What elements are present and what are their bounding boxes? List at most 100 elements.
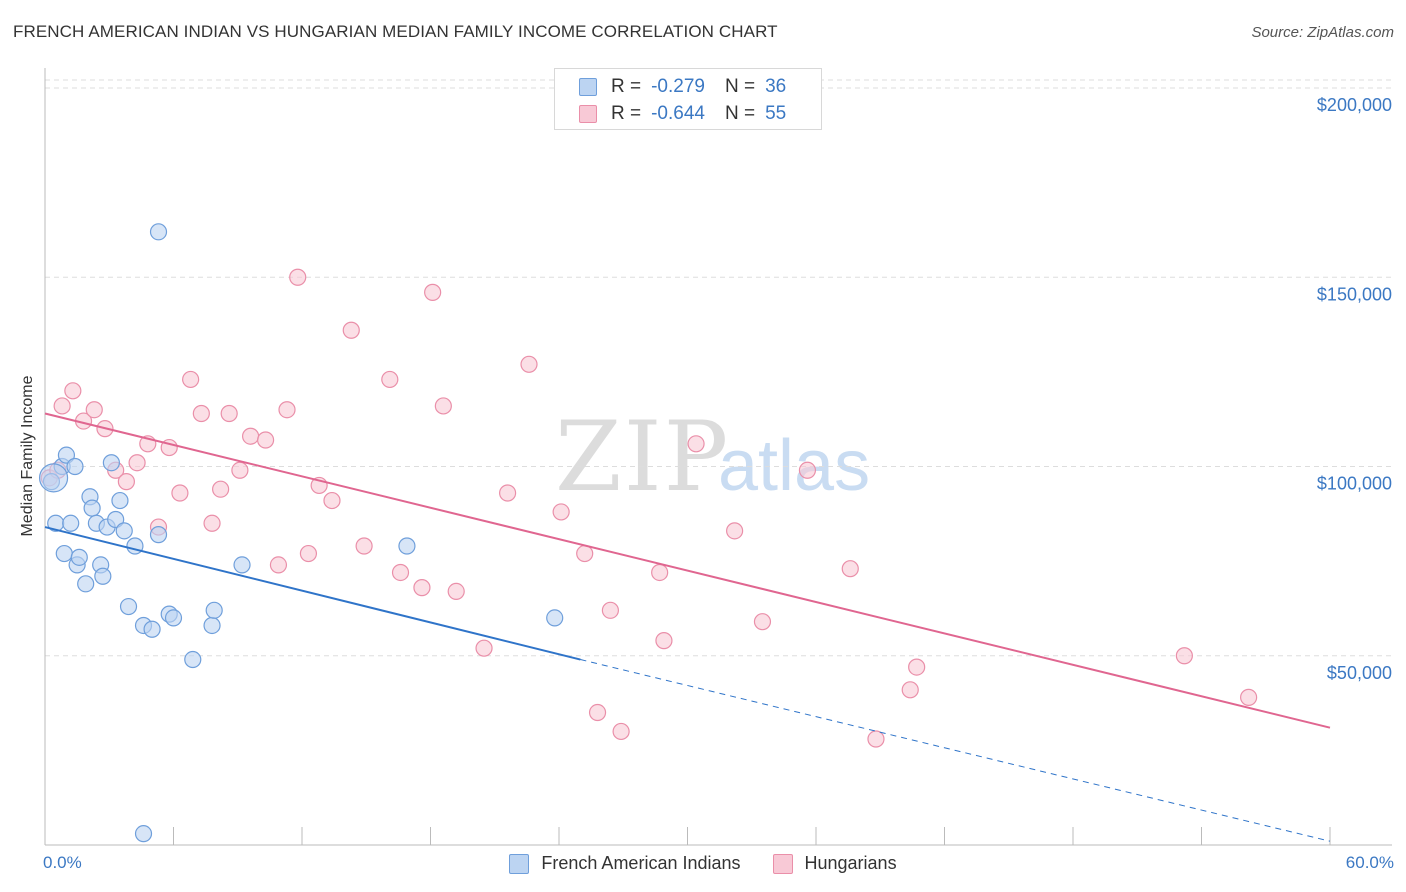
pink-point (289, 268, 307, 286)
blue-point (233, 556, 251, 574)
legend: French American Indians Hungarians (0, 853, 1406, 874)
blue-point (62, 514, 80, 532)
n-label: N = (724, 103, 756, 124)
blue-point (164, 609, 183, 627)
pink-point (753, 613, 772, 631)
y-tick-label: $200,000 (1317, 95, 1392, 115)
pink-point (323, 491, 341, 510)
pink-point (901, 681, 919, 699)
pink-point (355, 537, 373, 555)
r-label: R = (611, 103, 642, 124)
y-tick-label: $150,000 (1317, 284, 1392, 304)
pink-point (434, 397, 452, 415)
blue-swatch-icon (579, 78, 597, 96)
pink-point (576, 544, 594, 563)
pink-point (299, 544, 318, 563)
x-tick-max: 60.0% (1345, 853, 1394, 872)
stats-box: R = -0.279 N = 36 R = -0.644 N = 55 (554, 68, 822, 130)
r-label: R = (611, 76, 642, 97)
pink-point (203, 514, 221, 532)
pink-point (342, 321, 360, 339)
pink-point (651, 563, 669, 582)
pink-point (1175, 647, 1193, 665)
blue-point (66, 457, 84, 476)
pink-point (424, 283, 442, 301)
pink-point (1240, 688, 1258, 706)
blue-trend-extension (580, 659, 1331, 842)
blue-point (107, 510, 125, 529)
legend-item-french-american-indians[interactable]: French American Indians (509, 853, 741, 874)
pink-point (601, 601, 620, 619)
blue-point (111, 491, 129, 510)
pink-point (85, 401, 103, 419)
pink-point (413, 579, 431, 597)
source-label: Source: ZipAtlas.com (1251, 24, 1394, 41)
chart-title: FRENCH AMERICAN INDIAN VS HUNGARIAN MEDI… (13, 22, 778, 41)
pink-point (269, 556, 288, 574)
pink-point (192, 404, 210, 423)
pink-trend-line (44, 412, 1331, 729)
pink-point (447, 582, 465, 601)
pink-point (655, 632, 673, 650)
r-value: -0.644 (651, 103, 705, 124)
pink-point (552, 503, 570, 521)
n-value: 55 (765, 103, 787, 124)
stats-row-french-american-indians: R = -0.279 N = 36 (579, 75, 786, 99)
pink-point (391, 563, 410, 582)
blue-point (102, 454, 120, 472)
pink-point (128, 454, 146, 472)
blue-point (398, 537, 416, 555)
pink-point (520, 355, 538, 373)
pink-point (182, 370, 200, 389)
blue-point (184, 650, 202, 669)
pink-point (726, 522, 744, 540)
blue-point (57, 446, 76, 464)
blue-trend-line (44, 526, 581, 661)
pink-point (908, 658, 926, 676)
blue-point (38, 463, 69, 493)
blue-point (149, 526, 168, 544)
pink-point (256, 431, 275, 449)
pink-point (499, 484, 517, 502)
blue-point (77, 575, 95, 593)
blue-point (546, 609, 564, 627)
pink-point (53, 397, 71, 415)
pink-point (588, 703, 607, 722)
pink-point (231, 461, 249, 479)
blue-point (203, 616, 221, 635)
blue-point (70, 548, 88, 566)
pink-point (798, 461, 817, 479)
y-tick-label: $50,000 (1327, 663, 1392, 683)
pink-point (381, 370, 399, 389)
pink-point (117, 473, 135, 491)
blue-point (134, 825, 153, 843)
blue-point (115, 522, 133, 540)
pink-point (612, 722, 630, 741)
blue-point (83, 499, 101, 517)
blue-point (149, 223, 168, 241)
n-value: 36 (765, 76, 787, 97)
pink-point (171, 484, 189, 502)
pink-point (867, 730, 885, 748)
stats-row-hungarians: R = -0.644 N = 55 (579, 102, 786, 126)
blue-point (205, 601, 223, 619)
y-tick-label: $100,000 (1317, 474, 1392, 494)
legend-label: Hungarians (804, 853, 897, 873)
blue-point (143, 620, 161, 638)
pink-legend-icon (772, 853, 793, 874)
pink-point (841, 560, 859, 578)
pink-point (242, 427, 260, 445)
pink-point (475, 639, 493, 657)
blue-point (55, 544, 73, 563)
pink-point (687, 435, 705, 453)
blue-legend-icon (509, 853, 530, 874)
pink-point (220, 404, 238, 423)
r-value: -0.279 (651, 76, 705, 97)
pink-point (212, 480, 230, 498)
pink-point (278, 401, 296, 419)
blue-point (119, 597, 138, 616)
pink-swatch-icon (579, 105, 597, 123)
pink-point (64, 382, 82, 400)
legend-item-hungarians[interactable]: Hungarians (772, 853, 897, 874)
